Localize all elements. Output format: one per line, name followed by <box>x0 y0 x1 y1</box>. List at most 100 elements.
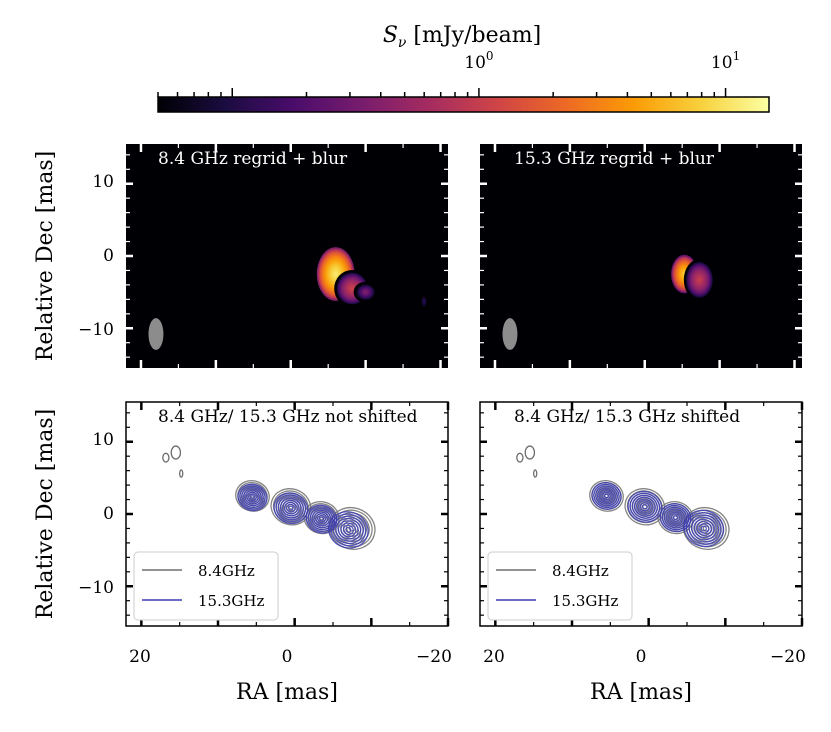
contour-15.3GHz-comp3 <box>688 514 720 543</box>
contour-8.4GHz-comp0 <box>589 480 624 512</box>
x-axis-label: RA [mas] <box>236 680 338 705</box>
contour-15.3GHz-comp3 <box>695 521 712 536</box>
contour-15.3GHz-comp3 <box>332 515 364 545</box>
contour-15.3GHz-comp0 <box>244 490 261 505</box>
contour-15.3GHz-comp0 <box>598 488 615 504</box>
contour-15.3GHz-comp1 <box>281 499 300 517</box>
contour-15.3GHz-comp2 <box>671 513 680 522</box>
contour-15.3GHz-comp0 <box>591 482 622 510</box>
contour-8.4GHz-comp1 <box>639 501 651 512</box>
contour-15.3GHz-comp3 <box>683 509 725 548</box>
contour-8.4GHz-comp2 <box>668 510 683 525</box>
x-axis-label: RA [mas] <box>590 680 692 705</box>
contour-outlier-1 <box>516 452 524 463</box>
contour-15.3GHz-comp1 <box>633 496 656 517</box>
legend: 8.4GHz 15.3GHz <box>487 551 633 621</box>
legend-box <box>133 551 279 621</box>
panel-contours-not-shifted: 8.4 GHz/ 15.3 GHz not shifted 10 0 −10 2… <box>33 401 452 705</box>
panel-ticks <box>126 144 448 368</box>
panel-background <box>126 144 448 368</box>
panel-title: 8.4 GHz/ 15.3 GHz shifted <box>514 407 740 427</box>
panel-ticks <box>480 144 802 368</box>
series-15.3GHz <box>237 483 369 549</box>
colorbar-ticks <box>157 88 727 97</box>
colorbar-tick-label-1: 100 <box>464 49 493 73</box>
series-15.3GHz <box>591 482 725 548</box>
contour-outlier-0 <box>524 445 536 460</box>
panel-emission <box>148 245 431 350</box>
contour-15.3GHz-comp3 <box>330 513 367 547</box>
xtick-label: 0 <box>282 647 293 667</box>
contour-15.3GHz-comp3 <box>685 512 722 545</box>
contour-15.3GHz-comp1 <box>288 505 294 511</box>
contour-15.3GHz-comp2 <box>305 504 338 534</box>
beam-ellipse <box>502 318 518 350</box>
contour-15.3GHz-comp2 <box>665 508 686 527</box>
contour-outlier-2 <box>179 469 184 478</box>
panel-contours <box>162 445 376 550</box>
contour-15.3GHz-comp0 <box>237 483 268 512</box>
legend-box <box>487 551 633 621</box>
contour-15.3GHz-comp2 <box>667 510 684 526</box>
contour-8.4GHz-comp2 <box>666 508 685 527</box>
beam-ellipse <box>148 318 164 350</box>
contour-15.3GHz-comp1 <box>279 498 302 519</box>
xtick-label: 20 <box>129 647 151 667</box>
colorbar-gradient <box>157 96 770 113</box>
panel-ticks <box>126 402 450 626</box>
contour-8.4GHz-comp1 <box>636 499 653 515</box>
contour-15.3GHz-comp3 <box>690 516 717 541</box>
contour-15.3GHz-comp2 <box>672 515 679 520</box>
emission-blob-0 <box>334 272 338 277</box>
panel-title: 8.4 GHz regrid + blur <box>158 149 348 169</box>
contour-15.3GHz-comp1 <box>286 503 296 513</box>
contour-15.3GHz-comp1 <box>640 502 650 512</box>
contour-15.3GHz-comp3 <box>327 511 369 549</box>
panel-title: 8.4 GHz/ 15.3 GHz not shifted <box>158 407 418 427</box>
contour-outlier-1 <box>162 452 170 463</box>
contour-15.3GHz-comp1 <box>642 504 648 510</box>
contour-15.3GHz-comp3 <box>345 526 352 533</box>
colorbar-label: Sν [mJy/beam] <box>383 23 541 51</box>
emission-blob-1 <box>350 287 354 290</box>
colorbar: Sν [mJy/beam] 100 101 <box>157 23 770 113</box>
ytick-label: 0 <box>103 246 114 266</box>
xtick-label: 0 <box>636 647 647 667</box>
colorbar-label-sub: ν <box>398 35 407 51</box>
contour-15.3GHz-comp3 <box>693 518 715 539</box>
contour-15.3GHz-comp0 <box>596 487 617 505</box>
contour-15.3GHz-comp0 <box>246 491 259 503</box>
contour-outlier-2 <box>533 469 538 478</box>
panel-15ghz-image: 15.3 GHz regrid + blur <box>480 144 802 368</box>
y-axis-label: Relative Dec [mas] <box>33 409 58 619</box>
ytick-label: 0 <box>103 504 114 524</box>
contour-15.3GHz-comp1 <box>277 496 305 521</box>
panel-background <box>480 144 802 368</box>
contour-15.3GHz-comp3 <box>340 522 357 538</box>
contour-15.3GHz-comp3 <box>698 523 710 534</box>
contour-8.4GHz-comp0 <box>599 489 614 503</box>
panel-ticks <box>480 402 804 626</box>
ytick-label: 10 <box>92 172 114 192</box>
ytick-label: −10 <box>78 320 114 340</box>
contour-15.3GHz-comp0 <box>600 490 613 502</box>
contour-15.3GHz-comp1 <box>283 501 298 515</box>
contour-15.3GHz-comp2 <box>313 511 330 527</box>
emission-blob-1 <box>698 278 701 282</box>
contour-15.3GHz-comp1 <box>631 494 659 519</box>
ytick-label: 10 <box>92 430 114 450</box>
panel-contours-shifted: 8.4 GHz/ 15.3 GHz shifted 20 0 −20 RA [m… <box>479 401 806 705</box>
ytick-label: −10 <box>78 578 114 598</box>
colorbar-label-unit: [mJy/beam] <box>406 23 541 48</box>
contour-15.3GHz-comp1 <box>629 492 661 521</box>
contour-15.3GHz-comp1 <box>637 500 652 514</box>
panel-emission <box>502 253 715 350</box>
legend-label-15ghz: 15.3GHz <box>552 592 618 610</box>
contour-8.4GHz-comp0 <box>235 480 270 512</box>
contour-15.3GHz-comp2 <box>669 511 682 524</box>
xtick-label: 20 <box>483 647 505 667</box>
legend-label-8ghz: 8.4GHz <box>198 562 255 580</box>
panel-contours <box>516 445 730 550</box>
contour-15.3GHz-comp0 <box>602 491 611 500</box>
